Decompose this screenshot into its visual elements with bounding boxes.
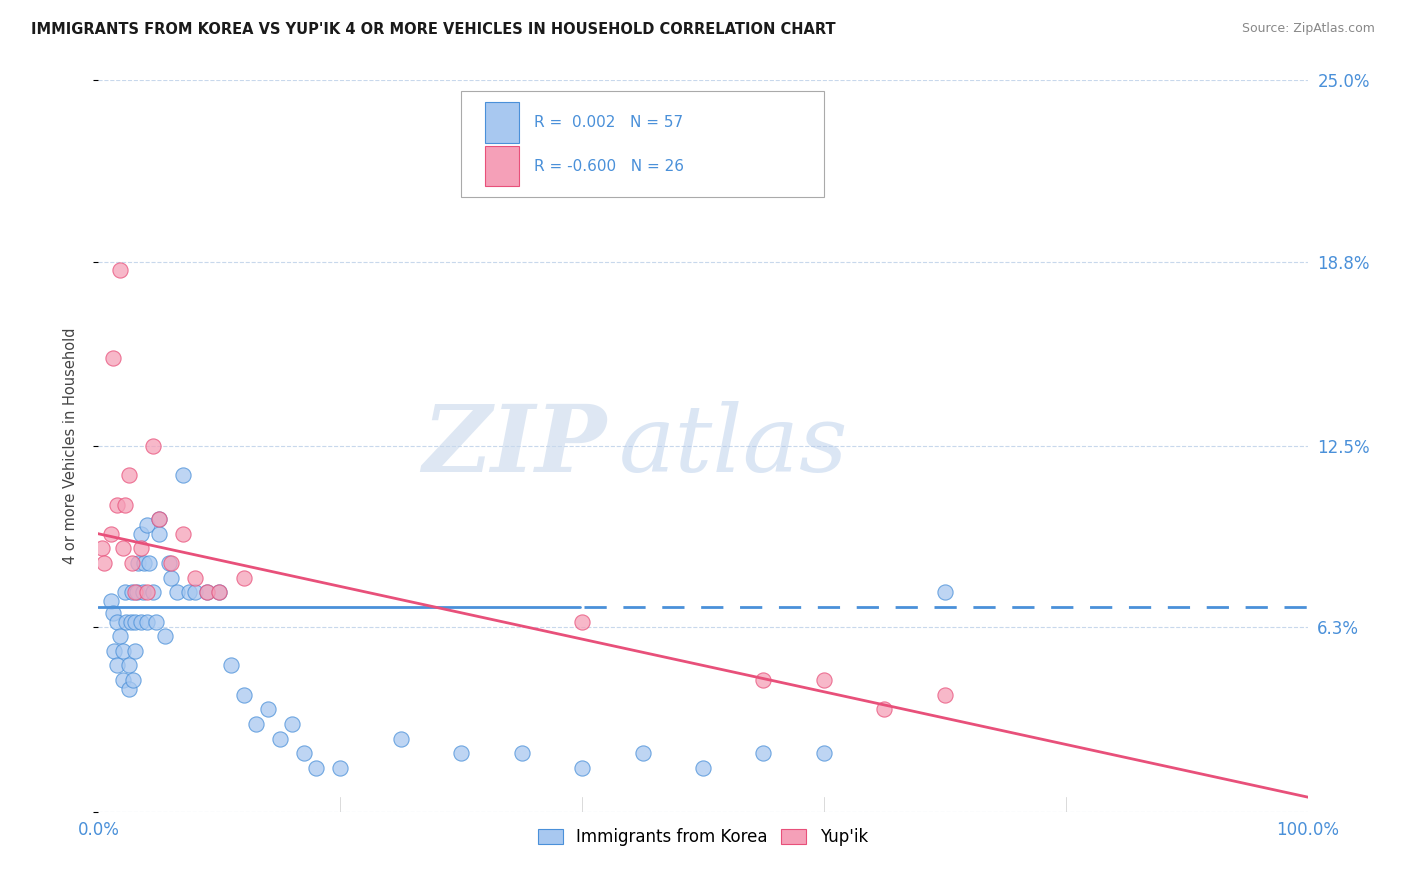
Point: [692, 761, 714, 775]
Point: [142, 439, 165, 453]
Point: [124, 585, 146, 599]
Point: [160, 556, 183, 570]
Text: R = -0.600   N = 26: R = -0.600 N = 26: [534, 159, 683, 174]
Point: [571, 615, 593, 629]
Point: [281, 717, 304, 731]
Point: [148, 512, 170, 526]
Point: [232, 571, 254, 585]
Point: [115, 615, 138, 629]
Point: [813, 746, 835, 760]
Point: [245, 717, 267, 731]
Text: atlas: atlas: [619, 401, 848, 491]
Point: [91, 541, 114, 556]
Point: [124, 644, 146, 658]
Point: [179, 585, 201, 599]
Point: [184, 585, 207, 599]
Point: [101, 351, 124, 366]
Point: [105, 498, 128, 512]
Point: [93, 556, 115, 570]
Point: [122, 673, 145, 687]
Point: [129, 541, 152, 556]
Point: [100, 526, 122, 541]
FancyBboxPatch shape: [485, 103, 519, 143]
Point: [184, 571, 207, 585]
Point: [108, 263, 131, 277]
Point: [114, 498, 136, 512]
Point: [269, 731, 291, 746]
Point: [121, 556, 143, 570]
Point: [127, 556, 149, 570]
Y-axis label: 4 or more Vehicles in Household: 4 or more Vehicles in Household: [63, 327, 77, 565]
Point: [752, 673, 775, 687]
Point: [120, 615, 142, 629]
Point: [292, 746, 315, 760]
Point: [108, 629, 131, 643]
Point: [934, 688, 956, 702]
Point: [101, 606, 124, 620]
FancyBboxPatch shape: [461, 91, 824, 197]
Point: [132, 585, 155, 599]
Text: ZIP: ZIP: [422, 401, 606, 491]
Point: [114, 585, 136, 599]
Point: [510, 746, 533, 760]
Point: [934, 585, 956, 599]
Point: [195, 585, 218, 599]
Point: [329, 761, 352, 775]
Point: [142, 585, 165, 599]
Point: [195, 585, 218, 599]
Point: [157, 556, 180, 570]
Point: [631, 746, 654, 760]
Point: [153, 629, 176, 643]
Point: [148, 512, 170, 526]
Point: [121, 585, 143, 599]
Point: [111, 673, 134, 687]
Point: [208, 585, 231, 599]
Point: [305, 761, 328, 775]
Text: IMMIGRANTS FROM KOREA VS YUP'IK 4 OR MORE VEHICLES IN HOUSEHOLD CORRELATION CHAR: IMMIGRANTS FROM KOREA VS YUP'IK 4 OR MOR…: [31, 22, 835, 37]
Point: [232, 688, 254, 702]
Point: [111, 541, 134, 556]
Point: [873, 702, 896, 716]
Point: [389, 731, 412, 746]
Point: [118, 658, 141, 673]
Point: [111, 644, 134, 658]
Point: [160, 571, 183, 585]
Point: [571, 761, 593, 775]
Point: [135, 518, 157, 533]
Point: [100, 594, 122, 608]
Point: [221, 658, 243, 673]
Point: [256, 702, 278, 716]
Point: [135, 615, 157, 629]
FancyBboxPatch shape: [485, 146, 519, 186]
Point: [129, 615, 152, 629]
Point: [145, 615, 167, 629]
Point: [208, 585, 231, 599]
Point: [103, 644, 125, 658]
Point: [124, 615, 146, 629]
Point: [813, 673, 835, 687]
Point: [105, 615, 128, 629]
Text: Source: ZipAtlas.com: Source: ZipAtlas.com: [1241, 22, 1375, 36]
Point: [118, 468, 141, 483]
Point: [129, 526, 152, 541]
Point: [752, 746, 775, 760]
Point: [138, 556, 160, 570]
Text: R =  0.002   N = 57: R = 0.002 N = 57: [534, 115, 683, 130]
Point: [172, 526, 194, 541]
Point: [118, 681, 141, 696]
Point: [450, 746, 472, 760]
Point: [166, 585, 188, 599]
Point: [134, 556, 156, 570]
Point: [148, 526, 170, 541]
Point: [127, 585, 149, 599]
Legend: Immigrants from Korea, Yup'ik: Immigrants from Korea, Yup'ik: [530, 820, 876, 855]
Point: [105, 658, 128, 673]
Point: [172, 468, 194, 483]
Point: [135, 585, 157, 599]
